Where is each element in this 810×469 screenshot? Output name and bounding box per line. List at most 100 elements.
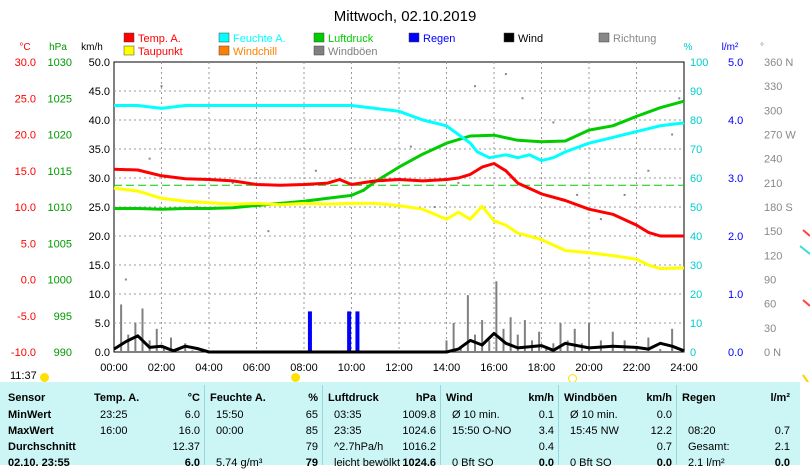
table-cell-note: 03:35 bbox=[334, 409, 362, 421]
chart-legend: Temp. A. Feuchte A. Luftdruck Regen Wind Rich… bbox=[123, 32, 656, 58]
table-cell-value: 0.7 bbox=[656, 441, 672, 453]
axis-tick-label: 1010 bbox=[48, 202, 72, 214]
table-row-label: MaxWert bbox=[8, 425, 54, 437]
table-cell-note: 15:50 bbox=[216, 409, 244, 421]
x-axis-tick-label: 08:00 bbox=[290, 362, 318, 374]
table-column-divider bbox=[204, 385, 205, 465]
x-axis-tick-label: 22:00 bbox=[623, 362, 651, 374]
table-cell-value: 12.2 bbox=[650, 425, 672, 437]
table-cell-value: 0.0 bbox=[656, 457, 672, 469]
wind-direction-point bbox=[647, 169, 650, 172]
table-cell-value: 12.37 bbox=[172, 441, 200, 453]
current-time: 11:37 bbox=[10, 370, 37, 382]
axis-unit-label: °C bbox=[19, 42, 30, 53]
legend-label: Taupunkt bbox=[138, 46, 183, 58]
table-cell-value: 3.4 bbox=[538, 425, 554, 437]
axis-unit-label: hPa bbox=[49, 42, 67, 53]
series-line-wind bbox=[113, 331, 685, 354]
axis-tick-label: 240 bbox=[764, 154, 782, 166]
axis-tick-label: 100 bbox=[690, 57, 708, 69]
wind-direction-point bbox=[599, 218, 602, 221]
axis-tick-label: 50 bbox=[690, 202, 702, 214]
table-cell-value: 1016.2 bbox=[402, 441, 436, 453]
legend-label: Feuchte A. bbox=[233, 33, 286, 45]
legend-label: Richtung bbox=[613, 33, 656, 45]
axis-unit-label: l/m² bbox=[722, 42, 739, 53]
x-axis-tick-label: 02:00 bbox=[148, 362, 176, 374]
table-cell-value: 16.0 bbox=[178, 425, 200, 437]
axis-tick-label: 5.0 bbox=[21, 238, 36, 250]
wind-direction-point bbox=[314, 169, 317, 172]
table-header: Feuchte A. bbox=[210, 392, 266, 404]
axis-tick-label: 20.0 bbox=[15, 130, 36, 142]
axis-tick-labels: 30.025.020.015.010.05.00.0-5.0-10.010301… bbox=[11, 57, 796, 359]
axis-tick-label: 0.0 bbox=[95, 347, 110, 359]
right-edge-red-marker-2 bbox=[802, 299, 810, 307]
table-row-label: Durchschnitt bbox=[8, 441, 76, 453]
table-column-divider bbox=[558, 385, 559, 465]
right-edge-markers bbox=[799, 229, 810, 382]
table-cell-value: 0.4 bbox=[538, 441, 554, 453]
legend-label: Wind bbox=[518, 33, 543, 45]
axis-tick-label: 45.0 bbox=[89, 86, 110, 98]
wind-direction-point bbox=[409, 145, 412, 148]
table-header: Windböen bbox=[564, 392, 618, 404]
axis-tick-label: 90 bbox=[764, 275, 776, 287]
axis-tick-label: 1005 bbox=[48, 238, 72, 250]
axis-tick-label: 330 bbox=[764, 81, 782, 93]
legend-swatch bbox=[123, 45, 135, 56]
x-axis-tick-label: 14:00 bbox=[433, 362, 461, 374]
wind-direction-point bbox=[148, 157, 151, 160]
axis-tick-label: 40 bbox=[690, 231, 702, 243]
axis-tick-label: 20 bbox=[690, 289, 702, 301]
axis-tick-label: 0.0 bbox=[21, 275, 36, 287]
axis-tick-label: 90 bbox=[690, 86, 702, 98]
table-cell-note: Ø 10 min. bbox=[452, 409, 500, 421]
legend-swatch bbox=[218, 45, 230, 56]
legend-label: Windchill bbox=[233, 46, 277, 58]
axis-tick-label: 3.0 bbox=[728, 173, 743, 185]
axis-tick-label: 360 N bbox=[764, 57, 793, 69]
axis-tick-label: 0.0 bbox=[728, 347, 743, 359]
table-cell-note: 23:25 bbox=[100, 409, 128, 421]
axis-tick-label: 120 bbox=[764, 250, 782, 262]
legend-swatch bbox=[218, 32, 230, 43]
axis-tick-label: 5.0 bbox=[95, 318, 110, 330]
axis-tick-label: 30 bbox=[690, 260, 702, 272]
legend-swatch bbox=[123, 32, 135, 43]
table-cell-value: 0.0 bbox=[538, 457, 554, 469]
table-cell-value: 0.0 bbox=[774, 457, 790, 469]
table-cell-value: 2.1 bbox=[774, 441, 790, 453]
axis-unit-label: ° bbox=[760, 42, 764, 53]
axis-tick-label: 1020 bbox=[48, 130, 72, 142]
table-header-unit: l/m² bbox=[770, 392, 790, 404]
table-cell-value: 1024.6 bbox=[402, 425, 436, 437]
wind-direction-point bbox=[231, 181, 234, 184]
weather-chart: Mittwoch, 02.10.2019 Temp. A. Feuchte A. L… bbox=[11, 8, 810, 382]
legend-label: Luftdruck bbox=[328, 33, 374, 45]
axis-tick-label: 60 bbox=[764, 299, 776, 311]
x-axis-tick-label: 12:00 bbox=[385, 362, 413, 374]
axis-tick-label: 15.0 bbox=[15, 166, 36, 178]
wind-direction-point bbox=[124, 278, 127, 281]
legend-label: Regen bbox=[423, 33, 455, 45]
axis-tick-label: -5.0 bbox=[17, 311, 36, 323]
x-axis-tick-label: 18:00 bbox=[528, 362, 556, 374]
table-header-unit: km/h bbox=[646, 392, 672, 404]
axis-tick-label: 270 W bbox=[764, 130, 796, 142]
wind-direction-point bbox=[267, 230, 270, 233]
table-cell-value: 0.0 bbox=[656, 409, 672, 421]
right-edge-yellow-marker bbox=[802, 374, 810, 382]
wind-direction-point bbox=[474, 85, 476, 88]
axis-tick-label: 300 bbox=[764, 105, 782, 117]
wind-direction-point bbox=[678, 97, 681, 100]
axis-tick-label: 2.0 bbox=[728, 231, 743, 243]
legend-label: Temp. A. bbox=[138, 33, 181, 45]
axis-tick-label: 990 bbox=[54, 347, 72, 359]
axis-tick-label: 4.0 bbox=[728, 115, 743, 127]
axis-tick-label: 35.0 bbox=[89, 144, 110, 156]
axis-tick-label: 0 N bbox=[764, 347, 781, 359]
axis-tick-label: 20.0 bbox=[89, 231, 110, 243]
table-cell-note: 23:35 bbox=[334, 425, 362, 437]
legend-swatch bbox=[313, 32, 325, 43]
